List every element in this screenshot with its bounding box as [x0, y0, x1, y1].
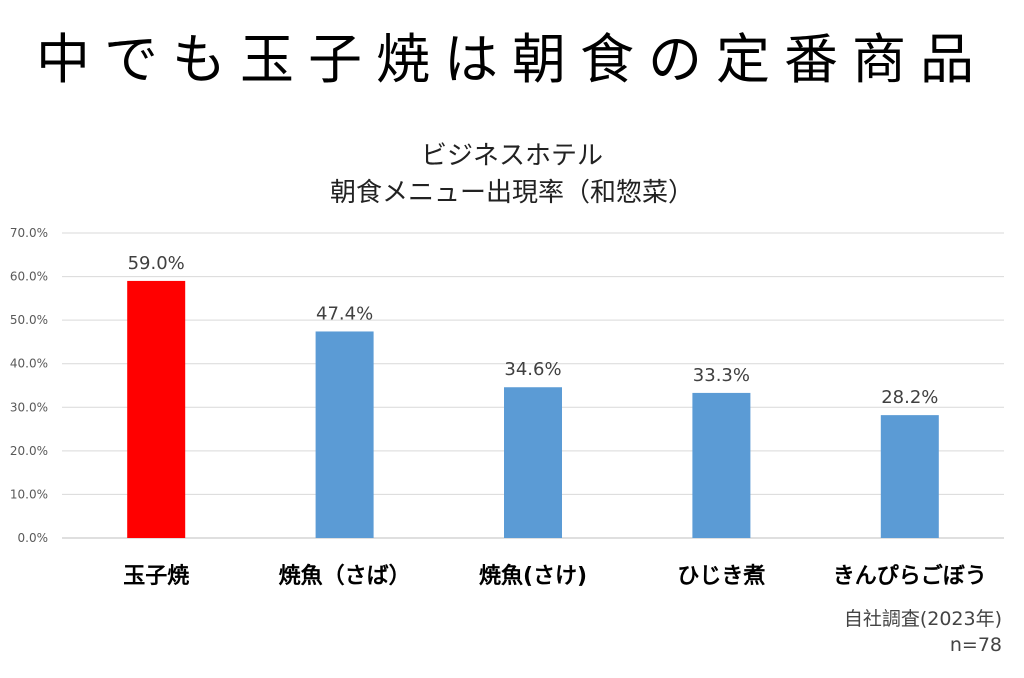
- sample-size: n=78: [949, 634, 1002, 656]
- y-tick-label: 0.0%: [18, 531, 49, 545]
- data-label: 47.4%: [316, 303, 373, 324]
- y-tick-label: 10.0%: [10, 487, 48, 501]
- x-tick-label: 焼魚（さば）: [279, 563, 411, 589]
- y-tick-label: 50.0%: [10, 313, 48, 327]
- x-tick-label: きんぴらごぼう: [833, 563, 987, 589]
- y-tick-label: 30.0%: [10, 400, 48, 414]
- bar-chart: 0.0% 10.0% 20.0% 30.0% 40.0% 50.0% 60.0% 70.0% 5…: [10, 226, 1004, 589]
- bar: [127, 280, 186, 538]
- data-label: 34.6%: [504, 359, 561, 380]
- x-tick-label: 玉子焼: [123, 563, 189, 589]
- bar: [315, 331, 374, 538]
- y-tick-label: 40.0%: [10, 357, 48, 371]
- source-note: 自社調査(2023年): [843, 608, 1002, 630]
- data-label: 28.2%: [881, 387, 938, 408]
- y-tick-label: 70.0%: [10, 226, 48, 240]
- y-tick-label: 60.0%: [10, 270, 48, 284]
- data-label: 33.3%: [693, 365, 750, 386]
- x-tick-label: ひじき煮: [677, 563, 765, 589]
- y-tick-label: 20.0%: [10, 444, 48, 458]
- chart-title-line1: ビジネスホテル: [420, 141, 603, 171]
- bar: [692, 392, 751, 538]
- x-tick-label: 焼魚(さけ): [479, 563, 587, 589]
- bar: [880, 415, 939, 538]
- bar: [504, 387, 562, 538]
- page-title: 中でも玉子焼は朝食の定番商品: [36, 28, 988, 91]
- data-label: 59.0%: [128, 253, 185, 274]
- chart-title-line2: 朝食メニュー出現率（和惣菜）: [329, 178, 694, 208]
